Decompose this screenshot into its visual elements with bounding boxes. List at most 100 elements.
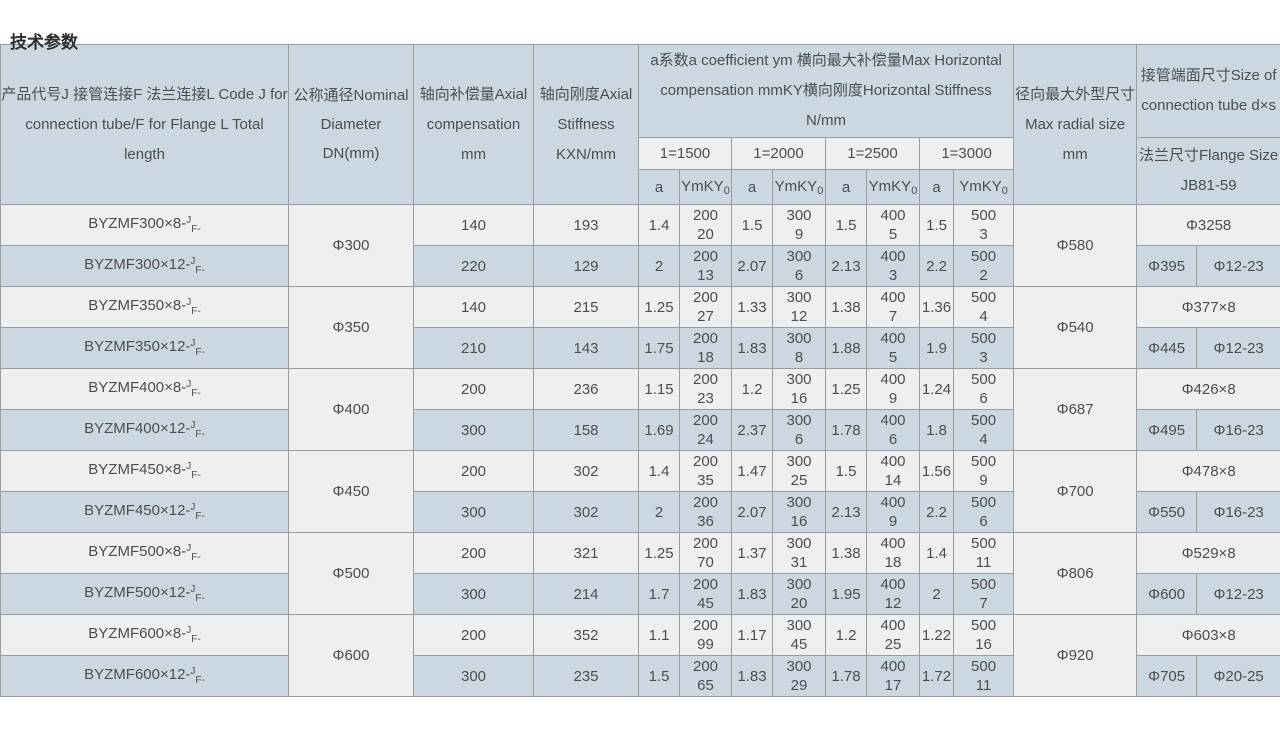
nominal-diameter-cell: Φ450 bbox=[288, 450, 414, 533]
ymky-value-bottom: 29 bbox=[790, 677, 808, 694]
ymky-value-top: 200 bbox=[692, 207, 719, 224]
ymky-value-cell: 300 9 bbox=[772, 204, 826, 246]
axial-compensation-cell: 300 bbox=[413, 573, 534, 615]
ymky-value-cell: 200 20 bbox=[679, 204, 732, 246]
product-code-subscript: F- bbox=[191, 470, 201, 481]
ymky-value-top: 400 bbox=[880, 535, 906, 552]
flange-bolt-cell: Φ20-25 bbox=[1196, 655, 1280, 697]
a-coefficient-cell: 1.4 bbox=[638, 450, 680, 492]
ymky-value-bottom: 6 bbox=[794, 431, 804, 448]
ymky-value-cell: 500 4 bbox=[952, 409, 1015, 451]
ymky-value-top: 400 bbox=[880, 207, 906, 224]
product-code-prefix: BYZMF500×12- bbox=[84, 584, 191, 601]
axial-stiffness-cell: 215 bbox=[533, 286, 639, 328]
ymky-value-bottom: 18 bbox=[884, 554, 902, 571]
axial-stiffness-cell: 193 bbox=[533, 204, 639, 246]
ymky-value-cell: 300 12 bbox=[772, 286, 826, 328]
tube-size-cell: Φ478×8 bbox=[1136, 450, 1280, 492]
ymky-value-top: 500 bbox=[971, 617, 997, 634]
ymky-value-cell: 300 8 bbox=[772, 327, 826, 369]
ymky-value-cell: 500 3 bbox=[952, 204, 1015, 246]
a-coefficient-cell: 1.78 bbox=[825, 409, 867, 451]
flange-diameter-cell: Φ600 bbox=[1136, 573, 1198, 615]
ymky-value-cell: 400 6 bbox=[866, 409, 920, 451]
ymky-value-cell: 300 31 bbox=[772, 532, 826, 574]
ymky-value-cell: 500 2 bbox=[952, 245, 1015, 287]
header-line: compensation mmKY横向刚度Horizontal Stiffnes… bbox=[660, 82, 992, 99]
ymky-value-top: 400 bbox=[880, 658, 906, 675]
axial-compensation-cell: 200 bbox=[413, 368, 534, 410]
product-code-prefix: BYZMF300×12- bbox=[84, 256, 191, 273]
axial-compensation-cell: 210 bbox=[413, 327, 534, 369]
ymky-value-bottom: 9 bbox=[888, 390, 898, 407]
header-ymky: YmKY0 bbox=[866, 169, 920, 205]
product-code-superscript: J bbox=[190, 338, 196, 349]
ymky-value-top: 200 bbox=[692, 576, 719, 593]
ymky-label: YmKY bbox=[868, 177, 912, 195]
axial-stiffness-cell: 302 bbox=[533, 450, 639, 492]
ymky-value-cell: 200 65 bbox=[679, 655, 732, 697]
ymky-value-cell: 200 70 bbox=[679, 532, 732, 574]
axial-stiffness-cell: 143 bbox=[533, 327, 639, 369]
table-row: BYZMF500×8-JF- Φ500 200 321 1.25 200 70 1.37 300… bbox=[0, 532, 1280, 615]
header-line: 径向最大外型尺寸 bbox=[1015, 85, 1136, 103]
a-coefficient-cell: 1.83 bbox=[731, 327, 773, 369]
header-line: a系数a coefficient ym 横向最大补偿量Max Horizonta… bbox=[650, 52, 1002, 69]
a-coefficient-cell: 1.5 bbox=[638, 655, 680, 697]
ymky-value-top: 400 bbox=[880, 453, 906, 470]
a-coefficient-cell: 1.25 bbox=[638, 286, 680, 328]
max-radial-cell: Φ540 bbox=[1013, 286, 1138, 369]
a-coefficient-cell: 1.37 bbox=[731, 532, 773, 574]
max-radial-cell: Φ687 bbox=[1013, 368, 1138, 451]
a-coefficient-cell: 2.13 bbox=[825, 491, 867, 533]
ymky-value-top: 300 bbox=[786, 330, 812, 347]
product-code-prefix: BYZMF450×8- bbox=[88, 461, 187, 478]
ymky-value-cell: 300 16 bbox=[772, 368, 826, 410]
a-coefficient-cell: 1.83 bbox=[731, 573, 773, 615]
header-line: KXN/mm bbox=[556, 145, 616, 163]
product-code-prefix: BYZMF350×12- bbox=[84, 338, 191, 355]
ymky-value-bottom: 36 bbox=[697, 513, 714, 530]
ymky-value-bottom: 70 bbox=[697, 554, 714, 571]
ymky-subscript: 0 bbox=[1001, 184, 1008, 197]
a-coefficient-cell: 1.88 bbox=[825, 327, 867, 369]
ymky-label: YmKY bbox=[774, 177, 818, 195]
ymky-value-cell: 300 16 bbox=[772, 491, 826, 533]
table-body: BYZMF300×8-JF- Φ300 140 193 1.4 200 20 1.5 300 9 1… bbox=[0, 204, 1280, 697]
product-code-superscript: J bbox=[190, 420, 196, 431]
product-code-cell: BYZMF500×12-JF- bbox=[0, 573, 289, 615]
tube-size-cell: Φ377×8 bbox=[1136, 286, 1280, 328]
product-code-cell: BYZMF350×12-JF- bbox=[0, 327, 289, 369]
product-code-superscript: J bbox=[190, 256, 196, 267]
product-code-subscript: F- bbox=[191, 224, 201, 235]
nominal-diameter-cell: Φ600 bbox=[288, 614, 414, 697]
product-code-prefix: BYZMF300×8- bbox=[88, 215, 187, 232]
ymky-value-cell: 200 18 bbox=[679, 327, 732, 369]
ymky-value-top: 500 bbox=[971, 248, 997, 265]
a-coefficient-cell: 1.72 bbox=[919, 655, 954, 697]
ymky-value-bottom: 12 bbox=[884, 595, 902, 612]
product-code-cell: BYZMF400×12-JF- bbox=[0, 409, 289, 451]
ymky-value-bottom: 23 bbox=[697, 390, 714, 407]
ymky-value-cell: 400 3 bbox=[866, 245, 920, 287]
ymky-value-bottom: 16 bbox=[790, 513, 808, 530]
ymky-value-cell: 500 7 bbox=[952, 573, 1015, 615]
ymky-value-bottom: 7 bbox=[979, 595, 988, 612]
table-row: BYZMF350×12-JF- 210 143 1.75 200 18 1.83 300 8 1.… bbox=[0, 327, 1280, 369]
table-row: BYZMF500×12-JF- 300 214 1.7 200 45 1.83 300 20 1.… bbox=[0, 573, 1280, 615]
product-code-cell: BYZMF450×12-JF- bbox=[0, 491, 289, 533]
ymky-value-cell: 400 12 bbox=[866, 573, 920, 615]
max-radial-cell: Φ920 bbox=[1013, 614, 1138, 697]
product-code-superscript: J bbox=[186, 297, 192, 308]
flange-bolt-cell: Φ12-23 bbox=[1196, 327, 1280, 369]
header-axial-stiffness: 轴向刚度Axial Stiffness KXN/mm bbox=[533, 44, 639, 205]
header-a-coefficient: a bbox=[919, 169, 954, 205]
header-line: mm bbox=[1062, 145, 1088, 163]
product-code-prefix: BYZMF500×8- bbox=[88, 543, 187, 560]
axial-stiffness-cell: 214 bbox=[533, 573, 639, 615]
ymky-value-bottom: 6 bbox=[794, 267, 804, 284]
header-axial-compensation: 轴向补偿量Axial compensation mm bbox=[413, 44, 534, 205]
header-line: 接管端面尺寸Size of bbox=[1140, 67, 1277, 84]
header-line: connection tube/F for Flange L Total bbox=[25, 115, 264, 133]
axial-compensation-cell: 200 bbox=[413, 532, 534, 574]
